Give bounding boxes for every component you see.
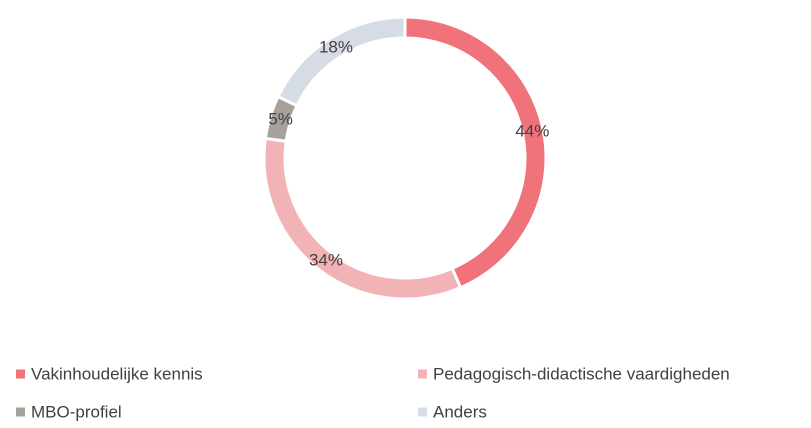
legend-label: MBO-profiel (31, 402, 122, 421)
donut-segment (276, 15, 407, 108)
legend-label: Vakinhoudelijke kennis (31, 364, 203, 383)
donut-segment (403, 15, 548, 290)
data-label: 5% (268, 110, 293, 129)
data-label: 44% (515, 121, 549, 140)
legend-swatch (418, 407, 427, 417)
data-label: 18% (319, 37, 353, 56)
legend-label: Pedagogisch-didactische vaardigheden (433, 364, 730, 383)
legend-swatch (16, 407, 25, 417)
data-label: 34% (309, 251, 343, 270)
legend-swatch (418, 369, 427, 379)
legend-swatch (16, 369, 25, 379)
donut-segment (262, 136, 463, 301)
legend-label: Anders (433, 402, 487, 421)
